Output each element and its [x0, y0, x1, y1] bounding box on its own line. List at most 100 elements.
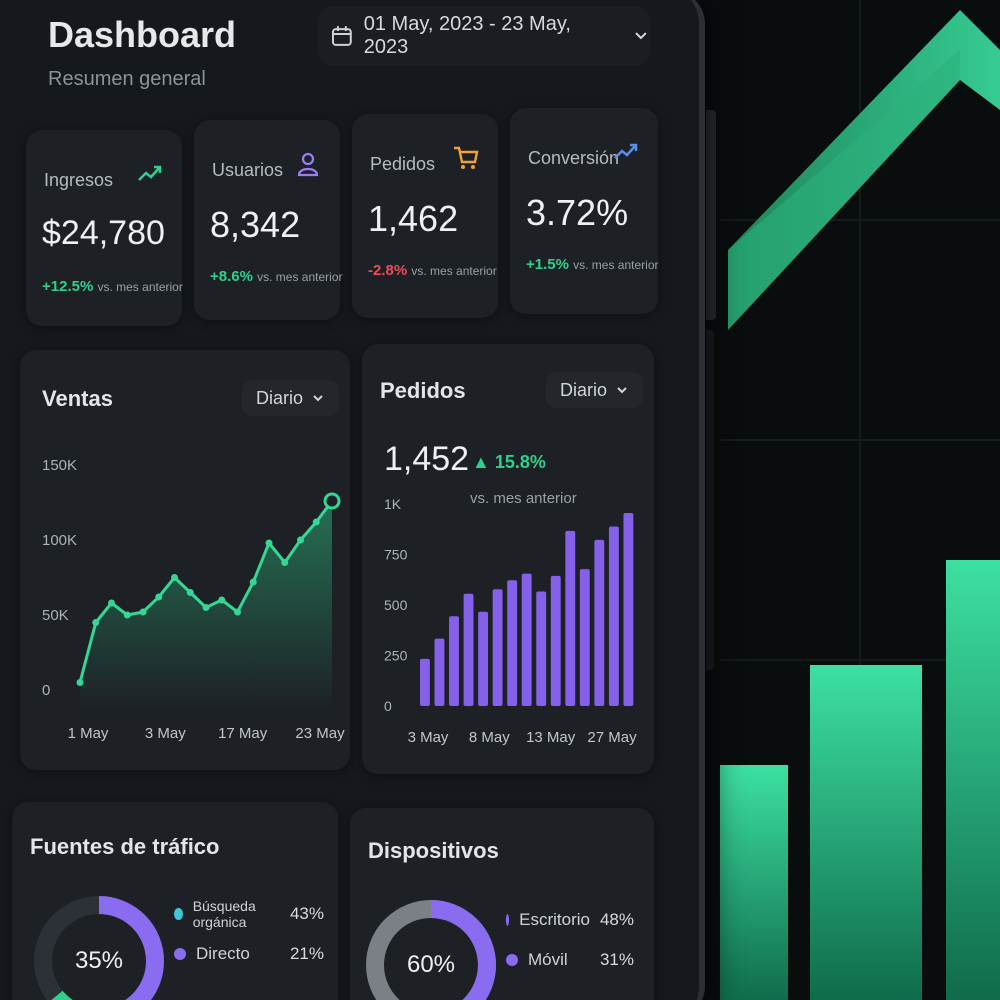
- sales-point: [123, 611, 131, 619]
- legend-item: Escritorio 48%: [506, 900, 634, 940]
- order-bar: [521, 573, 532, 706]
- order-bar: [507, 580, 518, 706]
- sales-point: [265, 539, 273, 547]
- legend-label: Móvil: [528, 950, 568, 969]
- kpi-delta-text: vs. mes anterior: [257, 270, 343, 284]
- user-icon: [297, 152, 319, 177]
- order-bar: [594, 539, 605, 706]
- legend-dot: [506, 914, 510, 926]
- x-tick-label: 3 May: [408, 729, 449, 746]
- trend-up-icon: [138, 165, 162, 181]
- sales-point: [76, 679, 84, 686]
- x-tick-label: 8 May: [469, 729, 510, 746]
- legend-label: Escritorio: [519, 910, 590, 929]
- orders-total: 1,452: [384, 440, 470, 478]
- orders-card: Pedidos Diario 1,452 ▲ 15.8% vs. mes ant…: [362, 344, 654, 774]
- y-tick-label: 50K: [42, 607, 69, 624]
- page-title: Dashboard: [48, 14, 237, 55]
- phone-side-button: [706, 110, 716, 320]
- sales-point: [234, 608, 241, 616]
- kpi-value: 3.72%: [526, 192, 629, 233]
- kpi-delta: +8.6% vs. mes anterior: [210, 268, 342, 285]
- devices-card: Dispositivos 60% Escritorio 48% Móvil: [350, 808, 654, 1000]
- devices-donut: 60%: [366, 900, 496, 1000]
- sales-line-chart: 0 50K 100K 150K 1 May 3 May 17 May 23 May: [42, 457, 345, 742]
- x-tick-label: 23 May: [295, 725, 345, 742]
- kpi-delta-text: vs. mes anterior: [411, 264, 497, 278]
- x-tick-label: 17 May: [218, 725, 268, 742]
- sales-point: [281, 559, 289, 566]
- sales-title: Ventas: [42, 386, 113, 411]
- legend-pct: 21%: [289, 944, 324, 963]
- devices-legend: Escritorio 48% Móvil 31%: [506, 900, 634, 980]
- order-bar: [434, 638, 445, 706]
- chevron-down-icon: [617, 387, 627, 394]
- x-tick-label: 1 May: [68, 725, 109, 742]
- sales-point: [297, 536, 304, 544]
- kpi-card-users[interactable]: Usuarios 8,342 +8.6% vs. mes anterior: [194, 120, 342, 320]
- x-tick-label: 3 May: [145, 725, 186, 742]
- y-tick-label: 0: [42, 682, 50, 699]
- order-bar: [608, 526, 619, 706]
- order-bar: [623, 512, 634, 706]
- cart-icon: [454, 146, 479, 169]
- date-range-picker[interactable]: 01 May, 2023 - 23 May, 2023: [318, 6, 650, 66]
- sales-point: [139, 608, 147, 616]
- orders-title: Pedidos: [380, 378, 466, 403]
- traffic-segment: [34, 896, 164, 1000]
- devices-center-label: 60%: [407, 951, 455, 978]
- kpi-label: Usuarios: [212, 160, 284, 180]
- sales-range-dropdown[interactable]: Diario: [242, 380, 340, 416]
- kpi-delta-value: +8.6%: [210, 268, 253, 285]
- y-tick-label: 1K: [384, 496, 402, 512]
- orders-range-label: Diario: [560, 379, 608, 400]
- kpi-delta-value: +1.5%: [526, 256, 569, 273]
- traffic-legend: Búsqueda orgánica 43% Directo 21%: [174, 894, 324, 974]
- devices-segment: [366, 900, 496, 1000]
- kpi-value: 8,342: [210, 204, 301, 245]
- kpi-value: $24,780: [42, 214, 165, 252]
- traffic-donut: 35%: [34, 896, 164, 1000]
- x-tick-label: 27 May: [587, 729, 637, 746]
- x-tick-label: 13 May: [526, 729, 576, 746]
- order-bar: [550, 575, 561, 706]
- kpi-card-conversion[interactable]: Conversión 3.72% +1.5% vs. mes anterior: [510, 108, 658, 314]
- sales-area: [80, 501, 332, 710]
- sales-point: [312, 518, 320, 526]
- kpi-delta: +1.5% vs. mes anterior: [526, 256, 658, 273]
- sales-point: [186, 589, 194, 596]
- sales-card: Ventas Diario 0 50K 100K 150K 1 May 3 May 17 …: [20, 350, 350, 770]
- orders-range-dropdown[interactable]: Diario: [546, 372, 644, 408]
- orders-delta: ▲ 15.8%: [472, 452, 546, 472]
- legend-pct: 48%: [599, 910, 634, 929]
- y-tick-label: 500: [384, 597, 408, 613]
- traffic-title: Fuentes de tráfico: [30, 834, 220, 859]
- sales-point: [202, 604, 210, 611]
- orders-subtext: vs. mes anterior: [470, 490, 577, 507]
- legend-item: Búsqueda orgánica 43%: [174, 894, 324, 934]
- kpi-label: Ingresos: [44, 170, 114, 190]
- chevron-down-icon: [313, 395, 323, 402]
- y-tick-label: 100K: [42, 532, 77, 549]
- kpi-card-orders[interactable]: Pedidos 1,462 -2.8% vs. mes anterior: [352, 114, 498, 318]
- order-bar: [420, 658, 430, 706]
- kpi-delta: -2.8% vs. mes anterior: [368, 262, 497, 279]
- legend-label: Directo: [196, 944, 250, 963]
- phone-screen: Dashboard Resumen general 01 May, 2023 -…: [0, 0, 705, 1000]
- kpi-label: Pedidos: [370, 154, 436, 174]
- legend-dot: [174, 948, 186, 960]
- kpi-card-revenue[interactable]: Ingresos $24,780 +12.5% vs. mes anterior: [26, 130, 183, 326]
- legend-item: Directo 21%: [174, 934, 324, 974]
- legend-label: Búsqueda orgánica: [192, 898, 256, 930]
- traffic-center-label: 35%: [75, 947, 123, 974]
- y-tick-label: 750: [384, 547, 408, 563]
- chevron-down-icon: [635, 32, 647, 40]
- traffic-card: Fuentes de tráfico 35% Búsqueda orgánica…: [12, 802, 338, 1000]
- order-bar: [492, 589, 503, 706]
- sales-point: [249, 578, 257, 586]
- y-tick-label: 250: [384, 648, 408, 664]
- kpi-delta-value: +12.5%: [42, 278, 94, 295]
- order-bar: [536, 591, 547, 706]
